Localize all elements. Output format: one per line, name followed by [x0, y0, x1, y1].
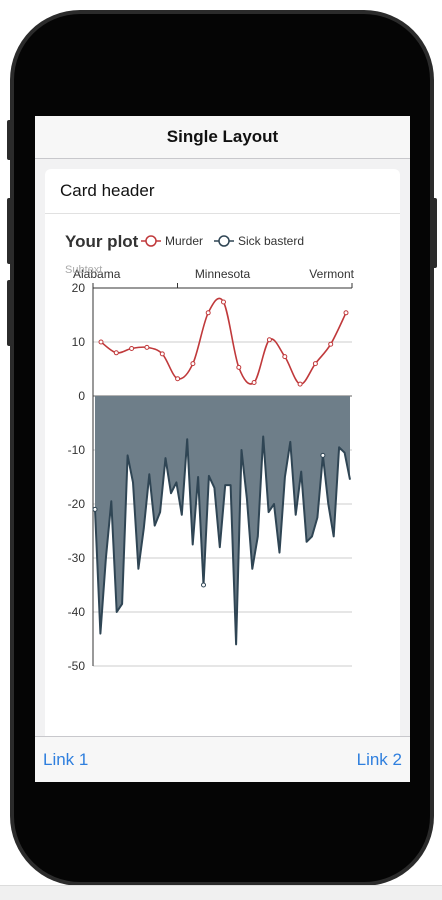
app-screen: Single Layout Card header 20 10 0 -10 -20 -30…: [35, 116, 410, 782]
series-murder-point: [159, 351, 165, 357]
y-tick-label: 0: [78, 389, 85, 403]
series-sick-basterd-point: [92, 506, 98, 512]
y-tick-label: -10: [68, 443, 86, 457]
x-tick-label: Alabama: [73, 267, 121, 281]
y-tick-label: -20: [68, 497, 86, 511]
series-murder-point: [98, 339, 104, 345]
series-sick-basterd-line: [94, 435, 351, 646]
chart-subtitle: Subtext: [65, 264, 102, 276]
series-murder-point: [205, 310, 211, 316]
series-murder-point: [312, 361, 318, 367]
navbar-title: Single Layout: [166, 127, 279, 146]
series-murder-line: [100, 297, 347, 385]
x-tick-label: Vermont: [309, 267, 354, 281]
card-header-text: Card header: [60, 181, 155, 200]
link-2[interactable]: Link 2: [356, 750, 402, 769]
mute-switch: [7, 120, 12, 160]
volume-down-button: [7, 280, 12, 346]
series-sick-basterd-point: [320, 452, 326, 458]
y-tick-label: -40: [68, 605, 86, 619]
y-tick-label: -30: [68, 551, 86, 565]
series-murder-point: [175, 376, 181, 382]
chart-title: Your plot: [65, 232, 139, 251]
series-murder-point: [190, 361, 196, 367]
legend-label: Sick basterd: [238, 234, 304, 248]
page-bottom-strip: [0, 885, 442, 900]
series-murder-point: [343, 310, 349, 316]
series-murder-point: [113, 350, 119, 356]
series-murder-point: [129, 346, 135, 351]
link-1[interactable]: Link 1: [43, 750, 89, 769]
series-murder-point: [266, 337, 272, 343]
series-murder-point: [282, 354, 288, 360]
series-murder-point: [144, 344, 150, 350]
series-sick-basterd-area: [95, 396, 350, 645]
chart: 20 10 0 -10 -20 -30 -40 -50 Alabama Minnesota Verm…: [65, 232, 355, 673]
power-button: [432, 198, 437, 268]
series-murder-point: [221, 299, 226, 305]
y-tick-label: 10: [72, 335, 86, 349]
card: Card header 20 10 0 -10 -20 -30 -40 -50 Alabama M…: [45, 169, 400, 782]
bottom-toolbar: Link 1 Link 2: [35, 736, 410, 782]
series-murder-point: [328, 341, 334, 347]
y-tick-label: -50: [68, 659, 86, 673]
series-sick-basterd-point: [201, 582, 207, 588]
legend-label: Murder: [165, 234, 203, 248]
volume-up-button: [7, 198, 12, 264]
y-tick-label: 20: [72, 281, 86, 295]
series-murder-point: [297, 381, 303, 387]
legend-marker-icon: [218, 235, 230, 247]
series-murder-point: [236, 364, 242, 370]
series-murder-point: [251, 380, 257, 385]
x-tick-label: Minnesota: [195, 267, 251, 281]
legend-marker-icon: [145, 235, 157, 247]
navigation-bar: Single Layout: [35, 116, 410, 159]
card-header: Card header: [45, 169, 400, 214]
